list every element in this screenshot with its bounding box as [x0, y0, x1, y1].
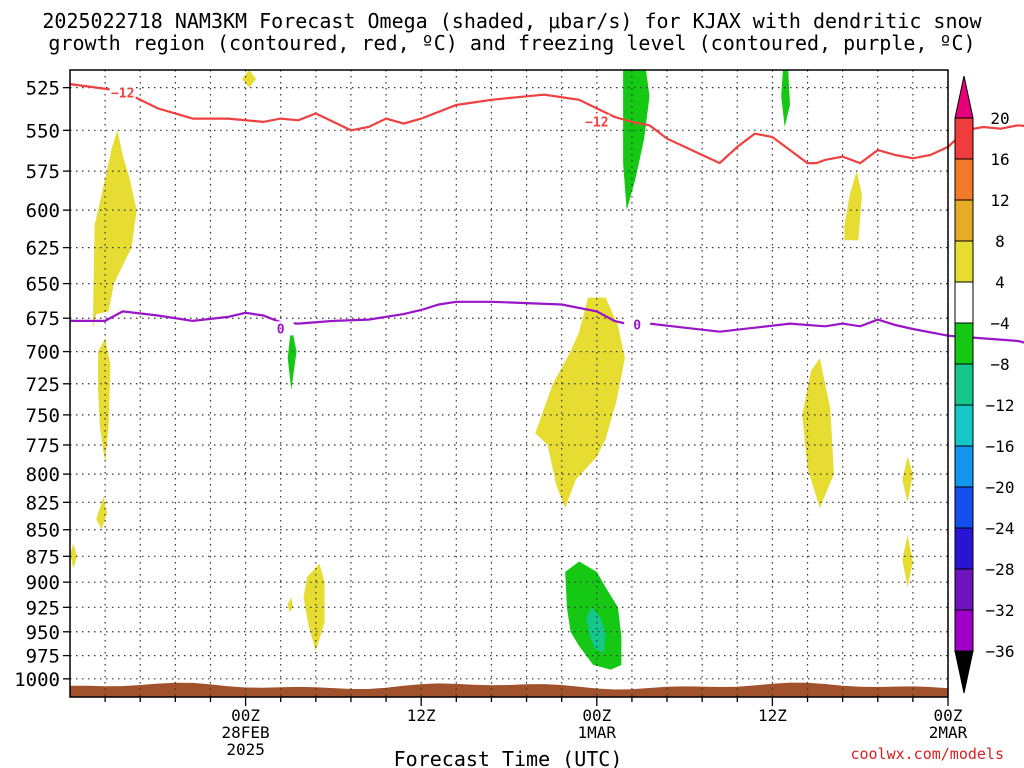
colorbar-label: −16 — [986, 437, 1015, 456]
freezing-level-contour — [70, 300, 1024, 344]
y-tick-label: 550 — [26, 120, 60, 142]
contour-label-bg — [583, 114, 610, 129]
y-tick-label: 1000 — [14, 669, 60, 691]
omega-shade-11 — [902, 535, 913, 588]
omega-shade-16 — [781, 70, 790, 127]
colorbar-segment — [954, 527, 974, 570]
omega-shade-7 — [535, 297, 625, 508]
x-tick-label: 00Z — [934, 706, 963, 725]
contour-label-bg — [267, 321, 294, 336]
y-tick-label: 975 — [26, 646, 60, 668]
colorbar-segment — [954, 240, 974, 283]
colorbar-label: 8 — [995, 232, 1005, 251]
colorbar-label: −20 — [986, 478, 1015, 497]
omega-shade-1 — [98, 338, 111, 463]
colorbar-segment — [954, 322, 974, 365]
colorbar-label: −4 — [990, 314, 1009, 333]
y-tick-label: 800 — [26, 464, 60, 486]
colorbar-segment — [954, 445, 974, 488]
contour-label-bg — [109, 85, 136, 100]
y-tick-label: 525 — [26, 78, 60, 100]
omega-shade-2 — [96, 496, 107, 530]
y-tick-label: 600 — [26, 200, 60, 222]
x-tick-label: 12Z — [758, 706, 787, 725]
x-tick-label: 28FEB — [222, 723, 270, 742]
omega-shade-10 — [902, 456, 913, 503]
y-tick-label: 950 — [26, 622, 60, 644]
colorbar-segment — [954, 117, 974, 160]
y-tick-label: 725 — [26, 374, 60, 396]
chart-title-line-2: growth region (contoured, red, ºC) and f… — [48, 31, 976, 55]
y-tick-label: 900 — [26, 572, 60, 594]
chart-title-line-1: 2025022718 NAM3KM Forecast Omega (shaded… — [42, 9, 982, 33]
colorbar-segment — [954, 158, 974, 201]
colorbar-bottom-triangle — [954, 650, 974, 694]
colorbar-segment — [954, 281, 974, 324]
colorbar-segment — [954, 363, 974, 406]
site-credit: coolwx.com/models — [850, 745, 1004, 763]
omega-shade-9 — [844, 171, 862, 241]
y-tick-label: 750 — [26, 405, 60, 427]
omega-shade-8 — [802, 358, 834, 508]
x-tick-label: 00Z — [582, 706, 611, 725]
x-tick-label: 1MAR — [578, 723, 617, 742]
contour-label: −12 — [585, 116, 608, 131]
x-tick-label: 00Z — [231, 706, 260, 725]
colorbar-segment — [954, 199, 974, 242]
y-tick-label: 825 — [26, 492, 60, 514]
colorbar-label: 12 — [990, 191, 1009, 210]
x-tick-label: 2MAR — [929, 723, 968, 742]
y-tick-label: 875 — [26, 546, 60, 568]
omega-shade-3 — [70, 543, 77, 569]
colorbar-label: −36 — [986, 642, 1015, 661]
x-axis-title: Forecast Time (UTC) — [394, 747, 623, 768]
colorbar-label: 20 — [990, 109, 1009, 128]
contour-label-bg — [624, 317, 651, 332]
colorbar-segment — [954, 609, 974, 652]
y-tick-label: 625 — [26, 238, 60, 260]
contour-label: 0 — [633, 318, 641, 333]
omega-shade-0 — [92, 130, 137, 328]
y-tick-label: 850 — [26, 520, 60, 542]
colorbar-label: −8 — [990, 355, 1009, 374]
colorbar-label: −12 — [986, 396, 1015, 415]
colorbar-label: −28 — [986, 560, 1015, 579]
colorbar-label: −24 — [986, 519, 1015, 538]
y-tick-label: 575 — [26, 161, 60, 183]
omega-shade-5 — [303, 563, 325, 651]
colorbar-segment — [954, 486, 974, 529]
colorbar-segment — [954, 568, 974, 611]
x-tick-label: 2025 — [226, 740, 265, 759]
y-tick-label: 675 — [26, 308, 60, 330]
contour-label: −12 — [111, 87, 134, 102]
y-tick-label: 775 — [26, 435, 60, 457]
contour-label: 0 — [277, 322, 285, 337]
x-tick-label: 12Z — [407, 706, 436, 725]
colorbar-segment — [954, 404, 974, 447]
omega-shade-6 — [287, 597, 293, 613]
terrain-ground — [70, 682, 948, 697]
omega-shade-15 — [623, 70, 650, 211]
omega-shade-14 — [586, 607, 606, 653]
y-tick-label: 925 — [26, 597, 60, 619]
omega-shade-17 — [287, 325, 297, 391]
y-tick-label: 700 — [26, 342, 60, 364]
colorbar-label: −32 — [986, 601, 1015, 620]
colorbar-label: 4 — [995, 273, 1005, 292]
colorbar-top-triangle — [954, 75, 974, 119]
colorbar-label: 16 — [990, 150, 1009, 169]
y-tick-label: 650 — [26, 274, 60, 296]
